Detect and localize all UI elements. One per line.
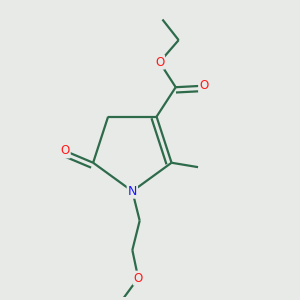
Text: O: O	[61, 145, 70, 158]
Text: N: N	[128, 185, 137, 198]
Text: O: O	[199, 79, 208, 92]
Text: O: O	[155, 56, 164, 69]
Text: O: O	[134, 272, 143, 285]
